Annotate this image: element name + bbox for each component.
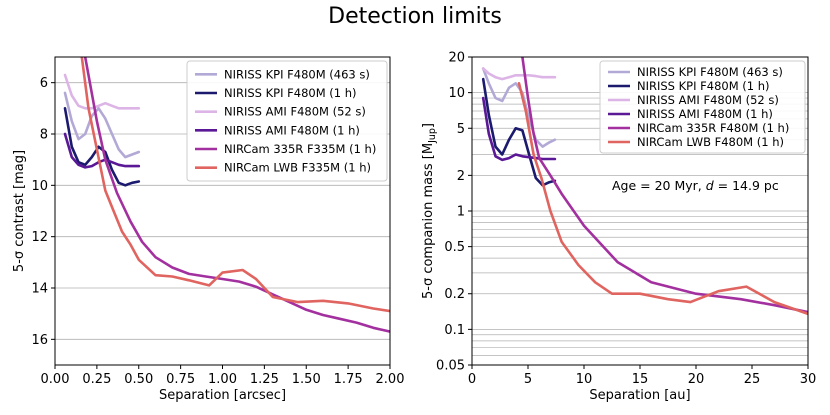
- panel1-y-tick-label: 8: [40, 128, 48, 143]
- panel1-x-tick-label: 1.75: [334, 372, 363, 387]
- panel1-y-axis-label-main: 5-σ contrast [mag]: [12, 150, 27, 272]
- panel2-y-axis-label: 5-σ companion mass [MJup]: [421, 123, 438, 299]
- panel2-annotation-part-1: Age = 20 Myr,: [612, 178, 706, 193]
- panel1-x-axis-label: Separation [arcsec]: [159, 388, 286, 403]
- panel1-y-tick-label: 12: [31, 230, 48, 245]
- panel2-x-tick-label: 15: [632, 372, 649, 387]
- panel2-y-tick-label: 0.1: [444, 323, 465, 338]
- panel1-legend-label-5: NIRCam 335R F335M (1 h): [224, 142, 376, 156]
- panel1-legend-label-1: NIRISS KPI F480M (463 s): [224, 67, 370, 81]
- panel1-x-tick-label: 0.75: [166, 372, 195, 387]
- panel2-y-tick-label: 10: [448, 86, 465, 101]
- panel2-y-axis-label-subscript: Jup: [427, 128, 438, 144]
- panel2-x-tick-label: 30: [800, 372, 817, 387]
- panel2-legend-box: [599, 60, 806, 154]
- panel2-y-axis-label-end: ]: [421, 123, 436, 128]
- panel2-annotation: Age = 20 Myr, d = 14.9 pc: [612, 178, 779, 193]
- panel1-series-line-6: [80, 57, 390, 313]
- panel2-series-line-4: [481, 96, 557, 162]
- panel2-series-line-3: [481, 67, 557, 81]
- figure-title: Detection limits: [328, 4, 502, 29]
- panel2-series-line-6: [517, 82, 808, 316]
- panel1-legend-label-6: NIRCam LWB F335M (1 h): [224, 161, 371, 175]
- panel2-y-tick-label: 0.2: [444, 287, 465, 302]
- panel1-y-axis-label: 5-σ contrast [mag]: [12, 150, 27, 272]
- panel1-y-tick-label: 6: [40, 76, 48, 91]
- panel1-x-tick-label: 1.00: [208, 372, 237, 387]
- panel1-x-tick-label: 2.00: [376, 372, 405, 387]
- panel1-series-line-3: [63, 73, 141, 110]
- panel2-legend-label-5: NIRCam 335R F480M (1 h): [637, 121, 789, 135]
- panel1-x-tick-label: 0.25: [82, 372, 111, 387]
- panel2-y-axis-label-main: 5-σ companion mass [M: [421, 143, 436, 299]
- panel1-legend-label-4: NIRISS AMI F480M (1 h): [224, 123, 360, 137]
- panel2-x-axis-label: Separation [au]: [589, 388, 690, 403]
- panel2-y-tick-label: 1: [457, 205, 465, 220]
- panel2-y-tick-label: 0.05: [436, 359, 465, 374]
- panel2-y-tick-label: 2: [457, 169, 465, 184]
- panel2-x-tick-label: 25: [744, 372, 761, 387]
- panel2-y-tick-label: 20: [448, 51, 465, 66]
- panel1-x-tick-label: 0.00: [41, 372, 70, 387]
- panel2-annotation-part-2: d: [706, 178, 714, 193]
- panel1-x-tick-label: 0.50: [124, 372, 153, 387]
- panel2-x-tick-label: 20: [688, 372, 705, 387]
- panel1-series-line-5: [83, 57, 390, 333]
- panel1-series-line-1: [63, 91, 141, 159]
- panel1-legend-box: [186, 60, 388, 182]
- panel2-legend-label-2: NIRISS KPI F480M (1 h): [637, 79, 770, 93]
- panel2-legend-label-1: NIRISS KPI F480M (463 s): [637, 65, 783, 79]
- panel1-y-tick-label: 14: [31, 282, 48, 297]
- panel1-y-tick-label: 16: [31, 333, 48, 348]
- panel1-legend-label-2: NIRISS KPI F480M (1 h): [224, 86, 357, 100]
- panel1-series-line-4: [63, 132, 141, 169]
- panel2-y-tick-label: 5: [457, 122, 465, 137]
- panel2-annotation-part-3: = 14.9 pc: [714, 178, 779, 193]
- panel1-x-tick-label: 1.25: [250, 372, 279, 387]
- panel2-x-tick-label: 10: [576, 372, 593, 387]
- panel2-y-tick-label: 0.5: [444, 240, 465, 255]
- panel2-x-tick-label: 0: [468, 372, 476, 387]
- panel2-legend-label-6: NIRCam LWB F480M (1 h): [637, 135, 784, 149]
- panel2-legend-label-4: NIRISS AMI F480M (1 h): [637, 107, 773, 121]
- panel1-legend-label-3: NIRISS AMI F480M (52 s): [224, 105, 366, 119]
- panel2-legend-label-3: NIRISS AMI F480M (52 s): [637, 93, 779, 107]
- panel1-x-tick-label: 1.50: [292, 372, 321, 387]
- panel2-series-line-5: [521, 57, 808, 314]
- panel2-x-tick-label: 5: [524, 372, 532, 387]
- panel1-y-tick-label: 10: [31, 179, 48, 194]
